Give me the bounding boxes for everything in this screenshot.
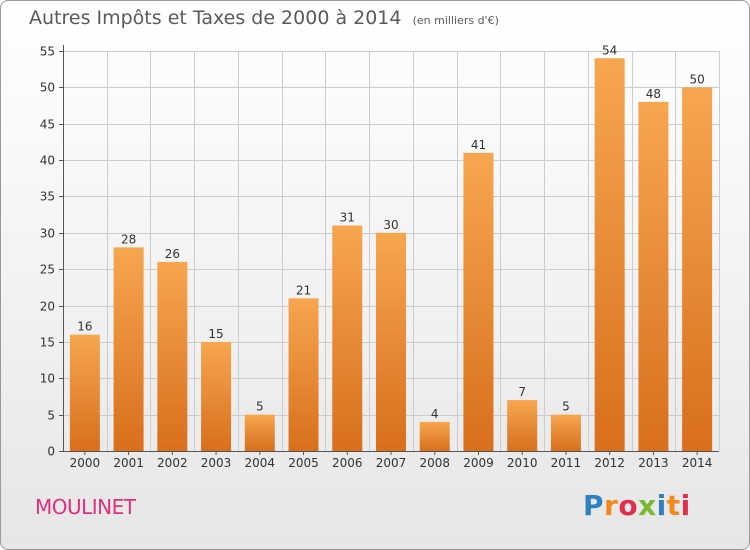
bar-value-label: 28 bbox=[121, 232, 136, 246]
bar-value-label: 15 bbox=[208, 327, 223, 341]
y-tick-label: 50 bbox=[40, 81, 55, 95]
x-tick-label: 2000 bbox=[70, 456, 101, 470]
bar-value-label: 21 bbox=[296, 283, 311, 297]
proxiti-logo: Proxiti bbox=[583, 489, 691, 522]
y-tick-label: 5 bbox=[47, 409, 55, 423]
logo-letter: o bbox=[618, 489, 639, 522]
commune-name: MOULINET bbox=[35, 495, 136, 519]
bars: 16 28 26 15 5 21 31 30 4 41 7 5 54 48 50 bbox=[69, 43, 713, 451]
x-tick-label: 2010 bbox=[507, 456, 538, 470]
logo-letter: r bbox=[604, 489, 619, 522]
x-tick-label: 2012 bbox=[594, 456, 625, 470]
bar-value-label: 30 bbox=[383, 218, 398, 232]
y-tick-label: 10 bbox=[40, 372, 55, 386]
bar bbox=[69, 334, 100, 451]
bar bbox=[463, 152, 494, 451]
x-tick-label: 2003 bbox=[201, 456, 232, 470]
bar bbox=[288, 298, 319, 451]
bar-value-label: 5 bbox=[256, 400, 264, 414]
x-tick-label: 2013 bbox=[638, 456, 669, 470]
bar-value-label: 16 bbox=[77, 320, 92, 334]
bar-value-label: 50 bbox=[689, 72, 704, 86]
chart-title: Autres Impôts et Taxes de 2000 à 2014 bbox=[29, 7, 402, 29]
x-tick-label: 2002 bbox=[157, 456, 188, 470]
bar-value-label: 5 bbox=[562, 400, 570, 414]
chart-unit-note: (en milliers d'€) bbox=[412, 14, 499, 27]
x-tick-label: 2001 bbox=[113, 456, 144, 470]
bar bbox=[332, 225, 363, 451]
logo-letter: x bbox=[638, 489, 657, 522]
x-tick-label: 2006 bbox=[332, 456, 363, 470]
bar bbox=[594, 58, 625, 451]
y-tick-label: 35 bbox=[40, 190, 55, 204]
x-tick-label: 2007 bbox=[376, 456, 407, 470]
bar-value-label: 31 bbox=[340, 211, 355, 225]
logo-letter: i bbox=[680, 489, 691, 522]
x-tick-label: 2008 bbox=[419, 456, 450, 470]
bar bbox=[201, 341, 232, 451]
y-tick-label: 15 bbox=[40, 336, 55, 350]
bar bbox=[113, 247, 144, 451]
logo-letter: P bbox=[583, 489, 605, 522]
y-tick-label: 55 bbox=[40, 45, 55, 59]
y-tick-label: 40 bbox=[40, 154, 55, 168]
bar bbox=[507, 400, 538, 451]
y-tick-label: 45 bbox=[40, 118, 55, 132]
bar bbox=[682, 87, 713, 451]
bar-value-label: 48 bbox=[646, 87, 661, 101]
x-tick-label: 2011 bbox=[551, 456, 582, 470]
x-tick-label: 2009 bbox=[463, 456, 494, 470]
bar bbox=[638, 101, 669, 451]
bar bbox=[419, 421, 450, 451]
x-tick-label: 2014 bbox=[682, 456, 713, 470]
bar bbox=[244, 414, 275, 451]
bar-value-label: 4 bbox=[431, 407, 439, 421]
logo-letter: i bbox=[656, 489, 667, 522]
bar bbox=[157, 261, 188, 451]
bar bbox=[550, 414, 581, 451]
x-tick-label: 2004 bbox=[245, 456, 276, 470]
bar-value-label: 26 bbox=[165, 247, 180, 261]
bar bbox=[376, 232, 406, 451]
bar-value-label: 41 bbox=[471, 138, 486, 152]
y-tick-label: 25 bbox=[40, 263, 55, 277]
title-block: Autres Impôts et Taxes de 2000 à 2014 (e… bbox=[29, 7, 499, 29]
y-tick-label: 30 bbox=[40, 227, 55, 241]
logo-letter: t bbox=[666, 489, 681, 522]
y-tick-label: 0 bbox=[47, 445, 55, 459]
bar-value-label: 7 bbox=[518, 385, 526, 399]
bar-value-label: 54 bbox=[602, 43, 617, 57]
x-tick-label: 2005 bbox=[288, 456, 319, 470]
y-tick-label: 20 bbox=[40, 300, 55, 314]
